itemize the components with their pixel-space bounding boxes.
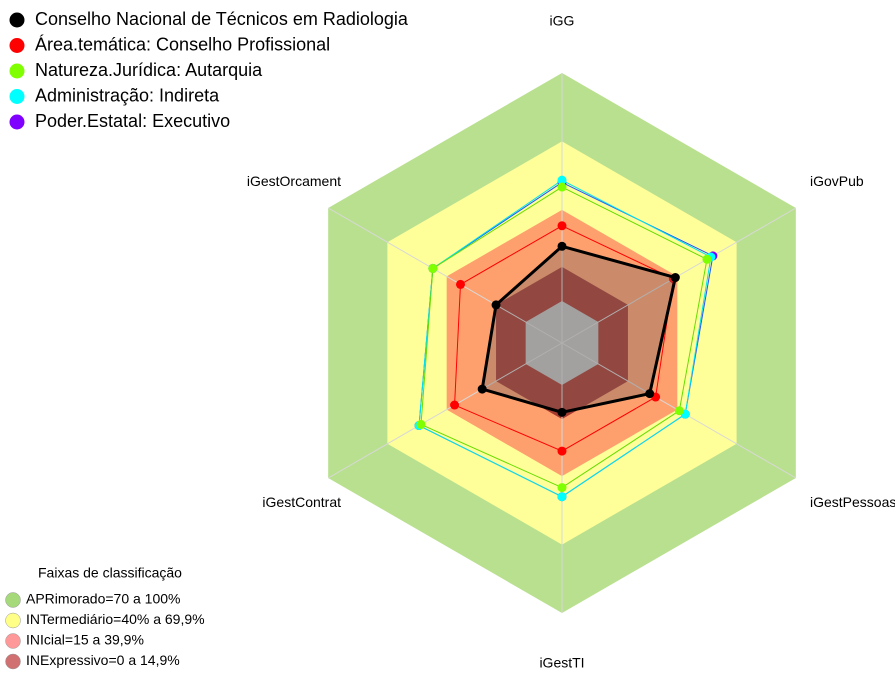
legend-dot (9, 114, 25, 130)
legend-label: Administração: Indireta (35, 85, 220, 105)
series-point (455, 279, 465, 289)
band-legend-dot (5, 612, 21, 629)
series-point (557, 221, 567, 231)
series-point (557, 241, 567, 251)
series-point (557, 175, 567, 185)
band-legend-dot (5, 633, 21, 649)
series-point (416, 419, 426, 429)
legend-dot (9, 12, 25, 28)
axis-label: iGestPessoas (810, 494, 895, 510)
band-legend-label: APRimorado=70 a 100% (26, 591, 181, 607)
series-point (491, 300, 501, 310)
series-point (557, 483, 567, 493)
series-point (477, 384, 487, 394)
series-point (674, 406, 684, 416)
band-legend-label: INExpressivo=0 a 14,9% (26, 652, 180, 668)
series-point (557, 446, 567, 456)
legend-dot (9, 63, 25, 79)
band-legend-dot (5, 592, 21, 608)
axis-label: iGestTI (539, 655, 584, 671)
series-point (645, 389, 655, 399)
axis-label: iGovPub (810, 173, 864, 189)
legend-label: Natureza.Jurídica: Autarquia (35, 60, 263, 80)
legend-label: Conselho Nacional de Técnicos em Radiolo… (35, 9, 409, 29)
legend-label: Poder.Estatal: Executivo (35, 111, 230, 131)
series-point (557, 492, 567, 502)
bands-title: Faixas de classificação (38, 565, 182, 581)
band-legend-dot (5, 653, 21, 670)
series-point (557, 182, 567, 192)
axis-label: iGestOrcament (247, 173, 341, 189)
spoke (327, 207, 563, 344)
band-legend-label: INIcial=15 a 39,9% (26, 632, 144, 648)
axis-label: iGestContrat (262, 494, 341, 510)
series-point (428, 263, 438, 273)
series-point (702, 254, 712, 264)
spoke (327, 342, 563, 479)
legend-label: Área.temática: Conselho Profissional (35, 34, 330, 54)
band-legend-label: INTermediário=40% a 69,9% (26, 611, 205, 627)
legend-dot (9, 38, 25, 53)
series-point (557, 407, 567, 417)
legend-dot (9, 89, 25, 104)
axis-label: iGG (550, 13, 575, 29)
series-point (670, 273, 680, 283)
series-point (450, 400, 460, 410)
